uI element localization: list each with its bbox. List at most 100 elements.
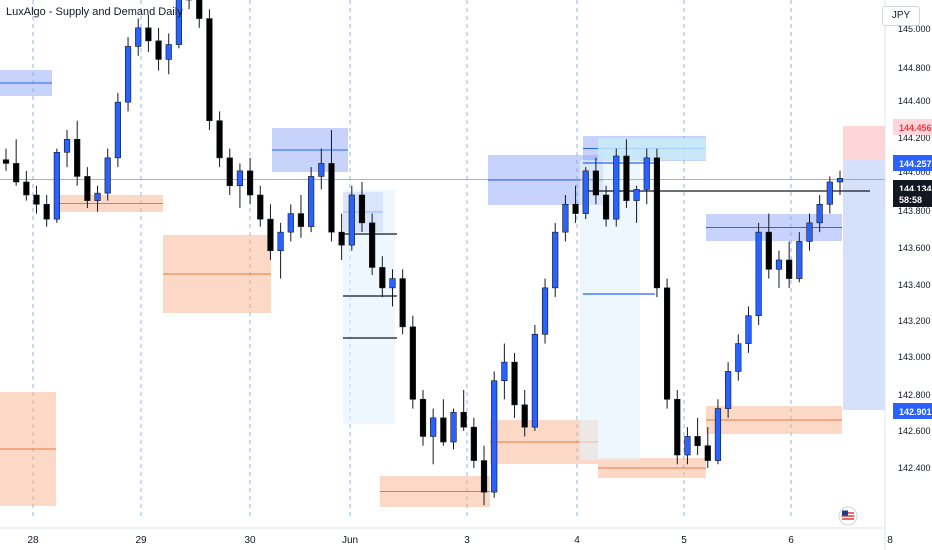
y-tick-label: 142.400 [898,463,931,473]
price-badge-bg [893,191,932,207]
candle [358,182,366,233]
candle-body [643,157,650,190]
candle [430,408,437,465]
candle [13,139,20,186]
candle-body [308,176,315,227]
candle-body [389,278,396,289]
candle-body [94,192,101,201]
stop-area [843,126,885,160]
candle [287,204,294,242]
candle [786,241,793,288]
candle [664,278,671,409]
candle-body [196,0,203,19]
candle [74,120,81,186]
candle-body [63,138,71,153]
candle-body [531,333,538,428]
candle-body [450,411,457,443]
candle-body [684,436,691,456]
candle-body [358,194,366,224]
candle [714,399,722,465]
candle [613,148,620,227]
y-tick-label: 143.000 [898,352,931,362]
candle [196,0,203,28]
candle [399,269,406,335]
candle [684,427,691,465]
candle [562,195,569,242]
candle-body [653,157,661,289]
candle-body [582,170,589,214]
candle-body [165,44,172,60]
candle-body [104,157,111,194]
candle [775,250,783,288]
candle [135,18,142,56]
candle [165,33,172,75]
candle [440,399,447,446]
us-flag-icon[interactable] [838,506,858,526]
candle-body [786,259,793,279]
candle-body [613,155,620,220]
candle [816,195,823,233]
candle-body [43,203,50,220]
candle [267,204,274,260]
candle-body [257,194,264,220]
candle [765,213,772,279]
candle-body [348,194,355,246]
candle [124,37,132,112]
candle [84,167,91,208]
candle-body [399,278,406,328]
candle [185,0,193,10]
candle-body [124,46,132,103]
candle [704,427,711,468]
candle-body [562,203,569,233]
candle [338,213,345,260]
candle-body [440,417,447,443]
candle [460,390,467,431]
candle-body [552,231,559,289]
candle-body [836,177,844,183]
candle-body [409,326,416,400]
y-tick-label: 144.200 [898,133,931,143]
candle-body [155,40,162,60]
red-price-badge: 144.456 [893,119,932,135]
candle-body [745,315,752,344]
candle-body [379,267,386,289]
candle [247,157,254,205]
price-badge-text: 144.456 [899,123,932,133]
fvg-area [598,138,706,160]
candle [552,222,559,298]
price-badge-bg [893,403,932,419]
candle [755,222,762,325]
candle-body [33,194,40,205]
candle-body [338,231,345,246]
candle-body [2,159,10,164]
candle-body [480,460,488,493]
lower-price-badge: 142.901 [893,403,932,419]
candle [2,148,10,171]
candle [511,352,518,418]
x-tick-label: Jun [342,535,358,546]
candle-body [755,231,762,317]
candle [155,27,162,71]
candle-body [145,27,152,42]
candle-body [826,181,833,205]
candle-body [633,189,640,201]
candle [633,185,640,223]
x-tick-label: 6 [788,535,794,546]
x-tick-label: 8 [887,535,893,546]
candle-body [460,411,467,428]
candle [623,139,630,208]
candle [43,195,50,227]
candle-body [369,222,376,268]
candle [94,185,101,212]
candle [826,176,833,214]
candle-body [247,170,254,196]
candle [735,334,742,381]
currency-button[interactable]: JPY [882,6,920,26]
candle-body [23,181,30,196]
upper-price-badge: 144.257 [893,155,932,171]
candle [369,213,376,275]
candle [745,306,752,353]
candle-body [470,426,477,461]
candle [63,130,71,168]
